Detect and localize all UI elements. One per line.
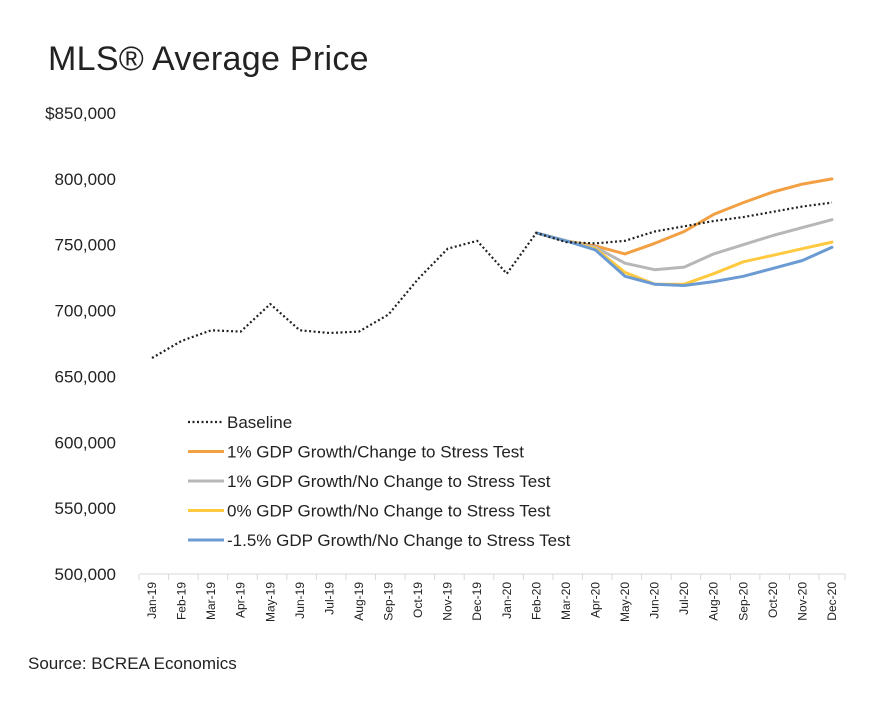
legend-label-1: 1% GDP Growth/Change to Stress Test: [227, 443, 524, 462]
x-tick-label: Jan-20: [500, 582, 514, 619]
x-tick-label: May-19: [263, 582, 277, 622]
x-tick-label: May-20: [618, 582, 632, 622]
x-tick-label: Aug-19: [352, 582, 366, 621]
series-layer: [151, 177, 834, 359]
series-line-0: [151, 201, 833, 359]
x-tick-label: Sep-20: [736, 582, 750, 621]
x-tick-label: Jul-20: [677, 582, 691, 615]
chart-title: MLS® Average Price: [48, 40, 369, 78]
source-note: Source: BCREA Economics: [28, 654, 237, 673]
y-axis: $850,000 800,000 750,000 700,000 650,000 600,…: [45, 104, 116, 584]
series-line-4: [534, 231, 834, 287]
legend-label-0: Baseline: [227, 413, 292, 432]
x-tick-label: Apr-20: [588, 582, 602, 618]
legend-label-3: 0% GDP Growth/No Change to Stress Test: [227, 502, 551, 521]
y-tick-label: 600,000: [55, 433, 116, 452]
legend-label-2: 1% GDP Growth/No Change to Stress Test: [227, 472, 551, 491]
y-tick-label: 550,000: [55, 499, 116, 518]
x-tick-label: Jul-19: [322, 582, 336, 615]
x-tick-label: Feb-19: [175, 582, 189, 620]
x-tick-label: Dec-19: [470, 582, 484, 621]
x-tick-label: Oct-20: [766, 582, 780, 618]
y-tick-label: 650,000: [55, 367, 116, 386]
y-tick-label: 700,000: [55, 302, 116, 321]
series-line-3: [534, 231, 834, 286]
y-tick-label: 800,000: [55, 170, 116, 189]
x-tick-label: Sep-19: [382, 582, 396, 621]
x-tick-label: Apr-19: [234, 582, 248, 618]
x-tick-label: Dec-20: [825, 582, 839, 621]
x-tick-label: Mar-19: [204, 582, 218, 620]
y-tick-label: 750,000: [55, 236, 116, 255]
x-tick-label: Nov-20: [795, 582, 809, 621]
x-tick-label: Jun-20: [648, 582, 662, 619]
x-tick-label: Jun-19: [293, 582, 307, 619]
x-axis: Jan-19 Feb-19 Mar-19 Apr-19 May-19 Jun-19 Jul-…: [138, 573, 846, 622]
legend-label-4: -1.5% GDP Growth/No Change to Stress Tes…: [227, 531, 571, 550]
y-tick-label: 500,000: [55, 565, 116, 584]
x-tick-label: Mar-20: [559, 582, 573, 620]
x-tick-label: Nov-19: [441, 582, 455, 621]
y-tick-label: $850,000: [45, 104, 116, 123]
x-tick-label: Feb-20: [529, 582, 543, 620]
x-tick-label: Jan-19: [145, 582, 159, 619]
x-tick-label: Aug-20: [707, 582, 721, 621]
legend: Baseline 1% GDP Growth/Change to Stress T…: [188, 413, 571, 550]
x-tick-label: Oct-19: [411, 582, 425, 618]
